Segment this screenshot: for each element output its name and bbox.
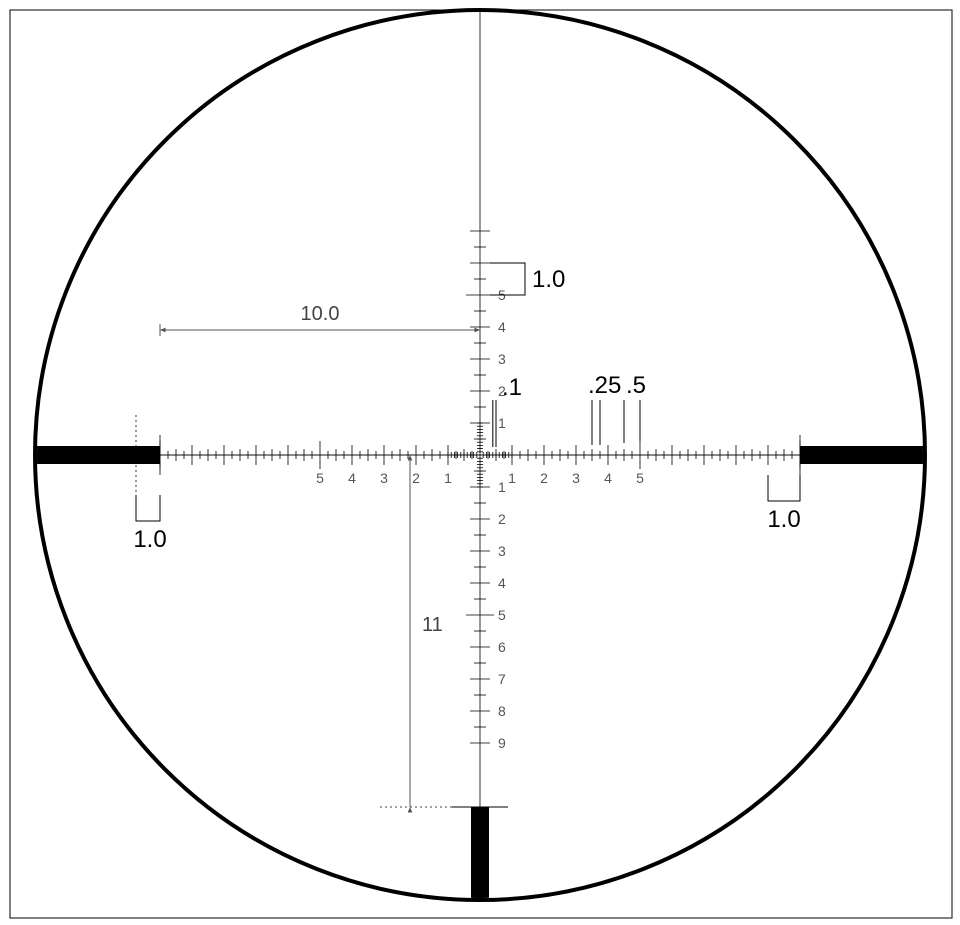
axis-label: 2	[412, 470, 420, 486]
callout: 1.0	[133, 526, 166, 553]
axis-label: 1	[508, 470, 516, 486]
callout: 1.0	[767, 506, 800, 533]
axis-label: 1	[498, 479, 506, 495]
axis-label: 5	[498, 607, 506, 623]
axis-label: 6	[498, 639, 506, 655]
dim-10: 10.0	[301, 303, 340, 325]
axis-label: 4	[498, 319, 506, 335]
callout-01: .1	[502, 374, 522, 401]
axis-label: 9	[498, 735, 506, 751]
axis-label: 8	[498, 703, 506, 719]
axis-label: 1	[498, 415, 506, 431]
bottom-post	[471, 807, 489, 920]
callout-top-1: 1.0	[532, 266, 565, 293]
axis-label: 4	[604, 470, 612, 486]
axis-label: 1	[444, 470, 452, 486]
axis-label: 5	[636, 470, 644, 486]
axis-label: 4	[498, 575, 506, 591]
axis-label: 3	[498, 351, 506, 367]
dim-11: 11	[422, 614, 443, 636]
reticle-diagram: 12345123451234512345678910.0111.01.01.0.…	[0, 0, 960, 925]
axis-label: 7	[498, 671, 506, 687]
axis-label: 5	[316, 470, 324, 486]
axis-label: 2	[540, 470, 548, 486]
axis-label: 4	[348, 470, 356, 486]
callout-05: .5	[626, 372, 646, 399]
callout-025: .25	[588, 372, 621, 399]
axis-label: 3	[572, 470, 580, 486]
axis-label: 2	[498, 511, 506, 527]
axis-label: 3	[380, 470, 388, 486]
axis-label: 3	[498, 543, 506, 559]
